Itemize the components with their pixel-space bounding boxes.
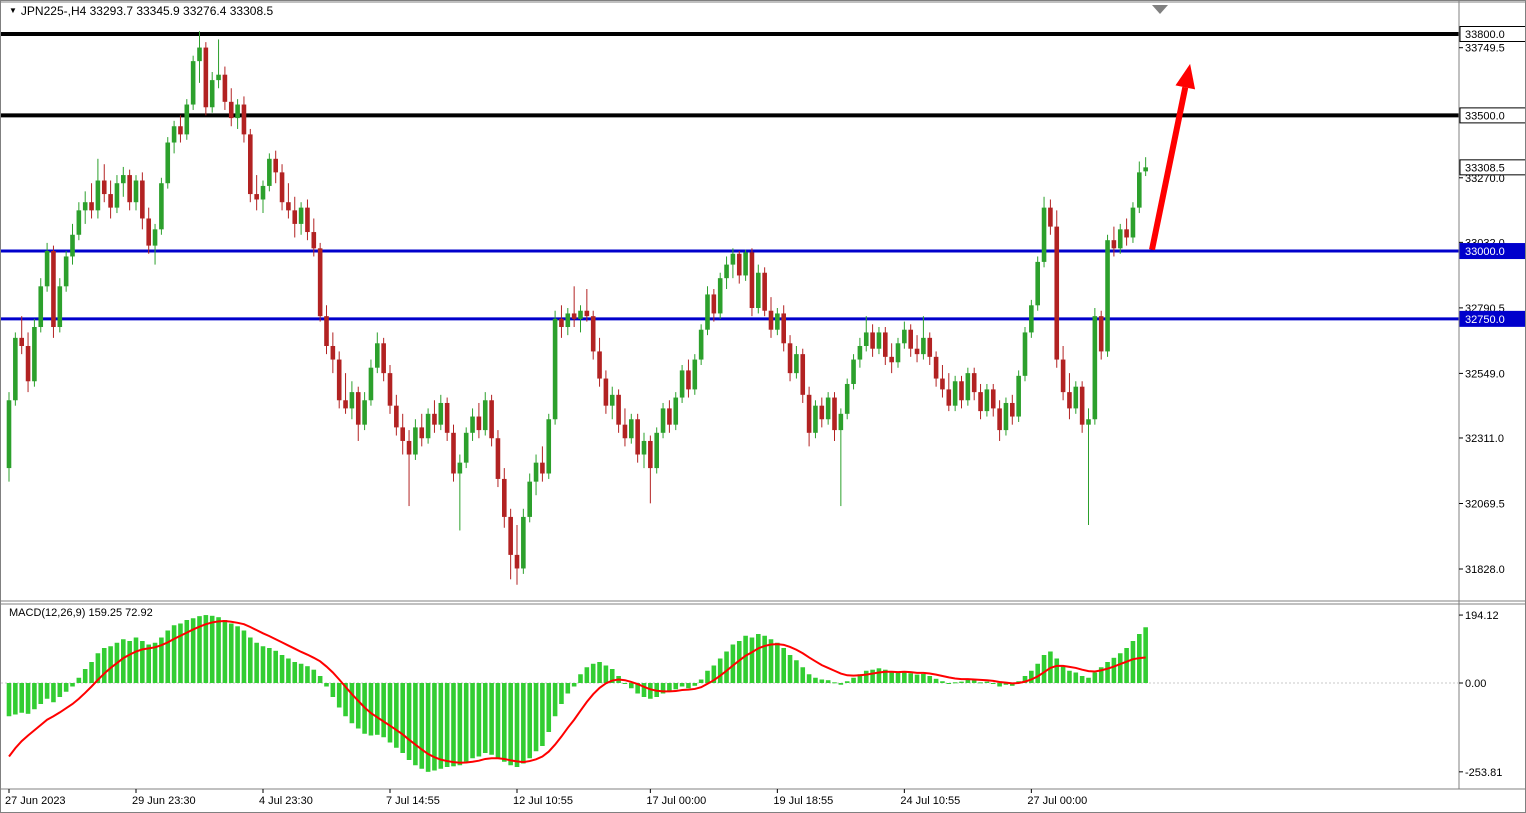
svg-text:33308.5: 33308.5 — [1465, 162, 1505, 174]
macd-indicator-label: MACD(12,26,9) 159.25 72.92 — [9, 607, 153, 619]
svg-text:4 Jul 23:30: 4 Jul 23:30 — [259, 795, 313, 807]
svg-text:32311.0: 32311.0 — [1465, 433, 1504, 445]
collapse-icon[interactable]: ▼ — [9, 6, 17, 15]
svg-text:27 Jul 00:00: 27 Jul 00:00 — [1027, 795, 1087, 807]
svg-text:-253.81: -253.81 — [1465, 767, 1502, 779]
time-axis: 27 Jun 2023 29 Jun 23:30 4 Jul 23:30 7 Jul … — [5, 789, 1087, 807]
price-line-label: 33800.0 — [1459, 26, 1525, 42]
svg-text:0.00: 0.00 — [1465, 678, 1486, 690]
trend-arrow[interactable] — [1149, 63, 1196, 251]
svg-text:7 Jul 14:55: 7 Jul 14:55 — [386, 795, 440, 807]
chart-shift-marker[interactable] — [1152, 5, 1168, 14]
svg-text:27 Jun 2023: 27 Jun 2023 — [5, 795, 66, 807]
svg-text:29 Jun 23:30: 29 Jun 23:30 — [132, 795, 196, 807]
svg-text:32750.0: 32750.0 — [1465, 314, 1505, 326]
price-line-label: 33308.5 — [1459, 159, 1525, 176]
price-line-label: 33500.0 — [1459, 107, 1525, 124]
svg-text:12 Jul 10:55: 12 Jul 10:55 — [513, 795, 573, 807]
svg-text:33800.0: 33800.0 — [1465, 29, 1505, 41]
macd-axis: 194.12 0.00 -253.81 — [1459, 610, 1502, 779]
svg-text:31828.0: 31828.0 — [1465, 564, 1505, 576]
svg-text:33500.0: 33500.0 — [1465, 110, 1505, 122]
candles — [6, 31, 1148, 585]
chart-title-text: JPN225-,H4 33293.7 33345.9 33276.4 33308… — [20, 4, 274, 18]
price-line-label: 32750.0 — [1459, 310, 1525, 327]
svg-text:32549.0: 32549.0 — [1465, 368, 1505, 380]
svg-text:19 Jul 18:55: 19 Jul 18:55 — [773, 795, 833, 807]
macd-histogram — [6, 615, 1148, 772]
svg-text:194.12: 194.12 — [1465, 610, 1499, 622]
svg-text:33270.0: 33270.0 — [1465, 173, 1505, 185]
svg-text:17 Jul 00:00: 17 Jul 00:00 — [646, 795, 706, 807]
chart-title: ▼ JPN225-,H4 33293.7 33345.9 33276.4 3330… — [9, 4, 273, 18]
svg-text:24 Jul 10:55: 24 Jul 10:55 — [900, 795, 960, 807]
macd-signal-line — [8, 620, 1146, 764]
svg-text:32069.5: 32069.5 — [1465, 498, 1505, 510]
price-line-label: 33000.0 — [1459, 243, 1525, 260]
svg-text:33000.0: 33000.0 — [1465, 246, 1505, 258]
svg-text:33749.5: 33749.5 — [1465, 43, 1505, 55]
